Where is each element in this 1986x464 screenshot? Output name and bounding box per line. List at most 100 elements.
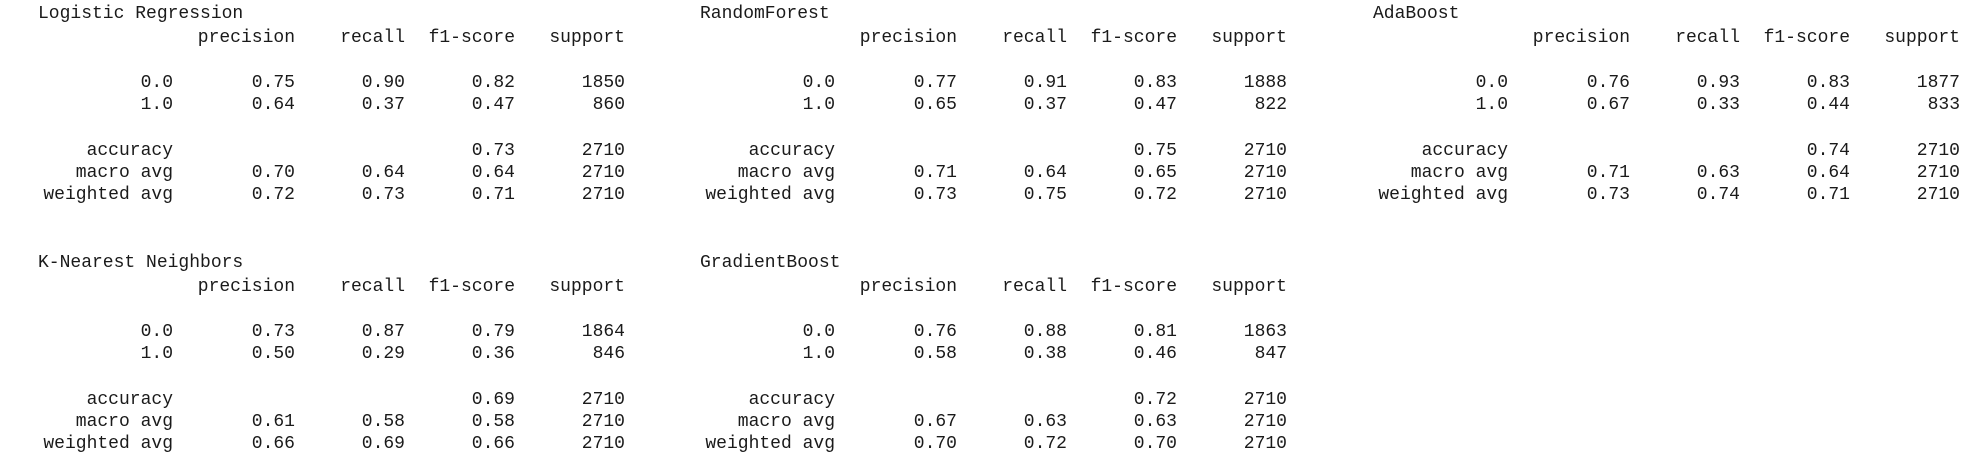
class-0-precision: 0.77	[913, 73, 957, 93]
row-label-weighted-avg: weighted avg	[43, 434, 173, 454]
class-1-support: 846	[592, 344, 625, 364]
row-label-macro-avg: macro avg	[1410, 163, 1508, 183]
row-label-class-1: 1.0	[802, 95, 835, 115]
row-label-macro-avg: macro avg	[737, 412, 835, 432]
header-recall: recall	[340, 277, 405, 297]
class-0-precision: 0.76	[913, 322, 957, 342]
header-recall: recall	[1002, 28, 1067, 48]
macro-avg-recall: 0.58	[361, 412, 405, 432]
row-label-weighted-avg: weighted avg	[43, 185, 173, 205]
weighted-avg-precision: 0.72	[251, 185, 295, 205]
class-0-recall: 0.87	[361, 322, 405, 342]
macro-avg-recall: 0.64	[1023, 163, 1067, 183]
class-1-support: 822	[1254, 95, 1287, 115]
class-1-precision: 0.64	[251, 95, 295, 115]
class-1-f1-score: 0.44	[1806, 95, 1850, 115]
weighted-avg-f1-score: 0.72	[1133, 185, 1177, 205]
header-support: support	[1211, 277, 1287, 297]
class-0-precision: 0.76	[1586, 73, 1630, 93]
header-f1-score: f1-score	[1090, 28, 1177, 48]
weighted-avg-precision: 0.70	[913, 434, 957, 454]
row-label-class-0: 0.0	[802, 322, 835, 342]
row-label-class-1: 1.0	[140, 95, 173, 115]
macro-avg-f1-score: 0.65	[1133, 163, 1177, 183]
macro-avg-recall: 0.63	[1023, 412, 1067, 432]
accuracy-support: 2710	[1916, 141, 1960, 161]
header-support: support	[549, 28, 625, 48]
class-0-f1-score: 0.82	[471, 73, 515, 93]
class-1-precision: 0.58	[913, 344, 957, 364]
row-label-weighted-avg: weighted avg	[705, 434, 835, 454]
header-f1-score: f1-score	[1090, 277, 1177, 297]
row-label-accuracy: accuracy	[86, 141, 173, 161]
weighted-avg-recall: 0.72	[1023, 434, 1067, 454]
accuracy-support: 2710	[1243, 390, 1287, 410]
class-0-recall: 0.93	[1696, 73, 1740, 93]
weighted-avg-f1-score: 0.66	[471, 434, 515, 454]
weighted-avg-recall: 0.69	[361, 434, 405, 454]
macro-avg-precision: 0.61	[251, 412, 295, 432]
header-f1-score: f1-score	[1763, 28, 1850, 48]
report-title: GradientBoost	[700, 253, 841, 273]
row-label-accuracy: accuracy	[748, 141, 835, 161]
report-title: K-Nearest Neighbors	[38, 253, 244, 273]
accuracy-f1-score: 0.74	[1806, 141, 1850, 161]
class-0-f1-score: 0.83	[1133, 73, 1177, 93]
header-recall: recall	[1002, 277, 1067, 297]
macro-avg-support: 2710	[1243, 412, 1287, 432]
header-support: support	[549, 277, 625, 297]
class-1-recall: 0.38	[1023, 344, 1067, 364]
class-1-f1-score: 0.46	[1133, 344, 1177, 364]
header-support: support	[1884, 28, 1960, 48]
row-label-class-0: 0.0	[1475, 73, 1508, 93]
header-precision: precision	[197, 28, 295, 48]
class-0-precision: 0.73	[251, 322, 295, 342]
class-1-f1-score: 0.47	[471, 95, 515, 115]
class-1-recall: 0.37	[1023, 95, 1067, 115]
class-1-support: 847	[1254, 344, 1287, 364]
macro-avg-precision: 0.71	[1586, 163, 1630, 183]
macro-avg-recall: 0.64	[361, 163, 405, 183]
weighted-avg-precision: 0.73	[913, 185, 957, 205]
header-support: support	[1211, 28, 1287, 48]
row-label-class-1: 1.0	[802, 344, 835, 364]
class-0-f1-score: 0.81	[1133, 322, 1177, 342]
class-0-recall: 0.91	[1023, 73, 1067, 93]
weighted-avg-support: 2710	[1916, 185, 1960, 205]
class-0-support: 1864	[581, 322, 625, 342]
class-0-support: 1888	[1243, 73, 1287, 93]
weighted-avg-recall: 0.75	[1023, 185, 1067, 205]
row-label-accuracy: accuracy	[748, 390, 835, 410]
row-label-weighted-avg: weighted avg	[705, 185, 835, 205]
row-label-macro-avg: macro avg	[737, 163, 835, 183]
header-precision: precision	[859, 277, 957, 297]
header-f1-score: f1-score	[428, 277, 515, 297]
macro-avg-precision: 0.71	[913, 163, 957, 183]
row-label-class-0: 0.0	[802, 73, 835, 93]
macro-avg-f1-score: 0.63	[1133, 412, 1177, 432]
row-label-macro-avg: macro avg	[75, 412, 173, 432]
row-label-accuracy: accuracy	[1421, 141, 1508, 161]
class-1-support: 860	[592, 95, 625, 115]
weighted-avg-support: 2710	[1243, 434, 1287, 454]
accuracy-f1-score: 0.69	[471, 390, 515, 410]
report-title: Logistic Regression	[38, 4, 244, 24]
report-title: RandomForest	[700, 4, 830, 24]
class-0-support: 1850	[581, 73, 625, 93]
header-recall: recall	[340, 28, 405, 48]
class-1-support: 833	[1927, 95, 1960, 115]
macro-avg-support: 2710	[1916, 163, 1960, 183]
accuracy-f1-score: 0.73	[471, 141, 515, 161]
macro-avg-support: 2710	[1243, 163, 1287, 183]
accuracy-support: 2710	[581, 141, 625, 161]
weighted-avg-precision: 0.66	[251, 434, 295, 454]
macro-avg-f1-score: 0.64	[1806, 163, 1850, 183]
accuracy-support: 2710	[1243, 141, 1287, 161]
macro-avg-precision: 0.67	[913, 412, 957, 432]
macro-avg-precision: 0.70	[251, 163, 295, 183]
row-label-class-0: 0.0	[140, 73, 173, 93]
header-recall: recall	[1675, 28, 1740, 48]
weighted-avg-recall: 0.73	[361, 185, 405, 205]
weighted-avg-precision: 0.73	[1586, 185, 1630, 205]
